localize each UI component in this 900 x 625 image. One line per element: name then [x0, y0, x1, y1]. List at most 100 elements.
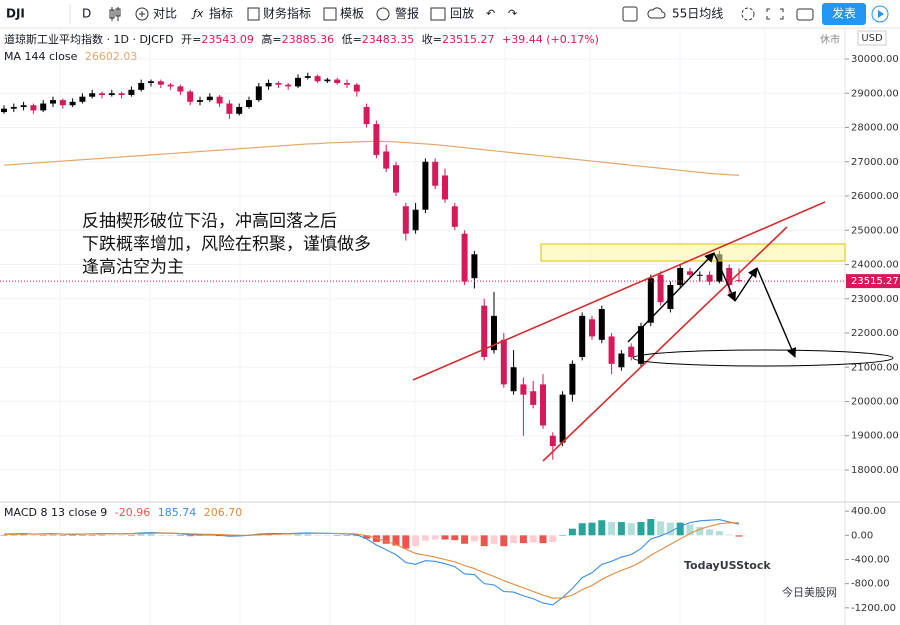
currency-box: [857, 30, 887, 46]
macd-histogram-bar: [10, 534, 18, 536]
redo[interactable]: ↷: [508, 7, 517, 20]
play-button[interactable]: [871, 5, 889, 23]
snapshot-icon[interactable]: [796, 8, 814, 21]
candle-body: [40, 103, 47, 111]
signal-value: 206.70: [204, 506, 243, 519]
macd-histogram-bar: [78, 535, 86, 536]
annotation: 下跌概率增加，风险在积聚，谨慎做多: [82, 235, 371, 255]
arrow[interactable]: [734, 267, 758, 302]
candle-body: [255, 86, 262, 101]
macd-histogram-bar: [392, 535, 400, 546]
publish-button[interactable]: [822, 3, 866, 25]
macd-histogram-bar: [137, 534, 145, 536]
macd-histogram-bar: [196, 535, 204, 537]
macd-histogram-bar: [490, 535, 498, 544]
candle-body: [1, 108, 7, 113]
interval[interactable]: D: [82, 7, 91, 21]
symbol[interactable]: DJI: [6, 7, 25, 21]
target-ellipse[interactable]: [632, 349, 894, 367]
toolbar-item[interactable]: 回放: [450, 6, 474, 21]
macd-histogram-bar: [725, 534, 733, 536]
candle-body: [628, 346, 635, 357]
y-tick-label: 400.00: [851, 506, 886, 517]
macd-histogram-bar: [108, 535, 116, 536]
macd-histogram-bar: [480, 535, 488, 547]
hist-value: -20.96: [115, 506, 150, 519]
ohlc-label: 高=: [261, 32, 281, 46]
y-tick-label: 18000.00: [851, 465, 899, 476]
financial-icon[interactable]: [247, 7, 260, 21]
macd-histogram-bar: [657, 521, 665, 536]
y-tick-label: 29000.00: [851, 88, 899, 99]
candle-body: [657, 274, 664, 303]
candle-body: [99, 93, 105, 95]
saved-layout[interactable]: 55日均线: [672, 7, 723, 21]
macd-histogram-bar: [29, 535, 37, 536]
template-icon[interactable]: [323, 7, 337, 21]
play-icon: [878, 10, 884, 18]
candle-body: [373, 124, 380, 155]
y-tick-label: 28000.00: [851, 123, 899, 134]
macd-histogram-bar: [167, 535, 175, 536]
macd-histogram-bar: [470, 535, 478, 542]
macd-histogram-bar: [274, 534, 282, 536]
macd-histogram-bar: [735, 535, 743, 537]
candle-body: [422, 161, 429, 210]
arrow[interactable]: [713, 252, 736, 302]
candle-body: [353, 84, 360, 92]
macd-histogram-bar: [431, 535, 439, 540]
candle-body: [314, 76, 321, 82]
y-tick-label: 26000.00: [851, 191, 899, 202]
macd-histogram-bar: [127, 535, 135, 536]
ohlc-label: 收=: [422, 32, 442, 46]
fullscreen-icon[interactable]: [766, 8, 784, 20]
y-tick-label: 23000.00: [851, 294, 899, 305]
macd-histogram-bar: [696, 526, 704, 536]
toolbar-item[interactable]: 指标: [209, 6, 233, 21]
macd-histogram-bar: [510, 535, 518, 544]
undo[interactable]: ↶: [486, 7, 495, 20]
candle-body: [520, 384, 527, 395]
legend-macd: MACD 8 13 close 9 -20.96 185.74 206.70: [4, 506, 242, 519]
macd-histogram-bar: [314, 535, 322, 536]
candle-body: [510, 367, 517, 392]
replay-icon[interactable]: [430, 7, 446, 21]
cloud-icon[interactable]: [647, 7, 666, 19]
layout-icon[interactable]: [622, 6, 638, 22]
macd-histogram-bar: [39, 535, 47, 536]
settings-icon[interactable]: [741, 7, 755, 21]
candle-body: [540, 384, 546, 426]
macd-histogram-bar: [363, 535, 371, 539]
macd-histogram-bar: [118, 535, 126, 536]
candle-body: [412, 209, 419, 231]
resistance-zone[interactable]: [540, 243, 846, 262]
arrow[interactable]: [627, 252, 715, 343]
indicator-icon[interactable]: ƒx: [191, 7, 204, 20]
trend-line[interactable]: [542, 226, 788, 462]
open-value: 23543.09: [201, 33, 254, 46]
candle-body: [667, 285, 674, 310]
candle-body: [69, 101, 76, 106]
toolbar-item[interactable]: 警报: [395, 6, 419, 21]
compare-icon-plus: [139, 11, 145, 17]
candle-style-icon[interactable]: [109, 7, 121, 21]
candle-body: [549, 435, 556, 447]
candle-body: [20, 105, 27, 107]
toolbar-item[interactable]: 财务指标: [263, 6, 311, 21]
macd-histogram-bar: [294, 534, 302, 536]
candle-body: [295, 77, 301, 87]
macd-histogram-bar: [382, 535, 390, 544]
alert-icon[interactable]: [376, 7, 390, 21]
macd-histogram-bar: [637, 522, 645, 536]
compare-icon[interactable]: [135, 7, 149, 21]
candle-body: [638, 326, 644, 364]
legend-ma: MA 144 close 26602.03: [4, 50, 137, 63]
y-tick-label: 27000.00: [851, 157, 899, 168]
arrow[interactable]: [756, 267, 797, 358]
ohlc-label: 低=: [342, 33, 362, 46]
toolbar-item[interactable]: 模板: [340, 7, 364, 21]
ohlc-label: 开=: [181, 33, 201, 46]
y-tick-label: -800.00: [851, 579, 890, 590]
trend-line[interactable]: [412, 201, 826, 381]
toolbar-item[interactable]: 对比: [153, 7, 177, 21]
